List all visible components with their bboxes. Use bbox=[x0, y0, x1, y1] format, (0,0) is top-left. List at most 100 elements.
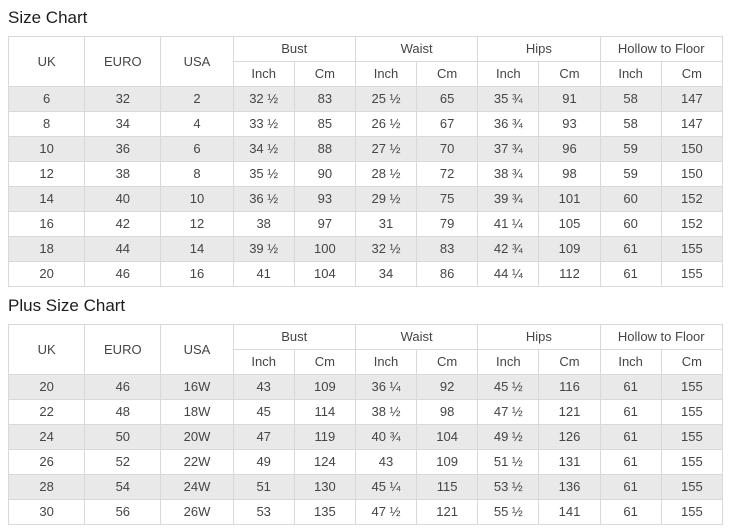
table-cell: 34 bbox=[84, 111, 162, 137]
table-cell: 61 bbox=[599, 374, 662, 400]
table-cell: 42 bbox=[84, 211, 162, 237]
table-cell: 16W bbox=[160, 374, 234, 400]
plus-size-chart-title: Plus Size Chart bbox=[8, 296, 126, 315]
table-cell: 49 ½ bbox=[477, 424, 540, 450]
table-cell: 97 bbox=[293, 211, 356, 237]
table-cell: 130 bbox=[293, 474, 356, 500]
table-cell: 112 bbox=[538, 261, 601, 287]
table-cell: 86 bbox=[416, 261, 479, 287]
table-cell: 61 bbox=[599, 236, 662, 262]
table-cell: 45 bbox=[232, 399, 295, 425]
header-waist: Waist bbox=[354, 36, 479, 62]
size-chart-table-header: UK EURO USA Bust Waist Hips Hollow to Fl… bbox=[7, 36, 724, 87]
table-row: 10 36 6 34 ½ 88 27 ½ 70 37 ¾ 96 59 150 bbox=[7, 136, 724, 162]
table-cell: 20 bbox=[7, 261, 86, 287]
table-cell: 92 bbox=[416, 374, 479, 400]
table-cell: 155 bbox=[660, 474, 724, 500]
table-cell: 109 bbox=[416, 449, 479, 475]
table-cell: 46 bbox=[84, 261, 162, 287]
table-cell: 55 ½ bbox=[477, 499, 540, 525]
table-row: 28 54 24W 51 130 45 ¼ 115 53 ½ 136 61 155 bbox=[7, 474, 724, 500]
header-hips-cm: Cm bbox=[538, 61, 601, 87]
plus-size-chart-table-header: UK EURO USA Bust Waist Hips Hollow to Fl… bbox=[7, 324, 724, 375]
header-hollow-cm: Cm bbox=[660, 349, 724, 375]
table-cell: 50 bbox=[84, 424, 162, 450]
table-row: 24 50 20W 47 119 40 ¾ 104 49 ½ 126 61 155 bbox=[7, 424, 724, 450]
table-cell: 56 bbox=[84, 499, 162, 525]
table-cell: 27 ½ bbox=[354, 136, 418, 162]
table-cell: 22 bbox=[7, 399, 86, 425]
table-cell: 51 bbox=[232, 474, 295, 500]
table-cell: 155 bbox=[660, 499, 724, 525]
table-cell: 116 bbox=[538, 374, 601, 400]
table-cell: 36 bbox=[84, 136, 162, 162]
table-cell: 49 bbox=[232, 449, 295, 475]
table-cell: 61 bbox=[599, 399, 662, 425]
table-cell: 155 bbox=[660, 424, 724, 450]
table-cell: 147 bbox=[660, 86, 724, 112]
header-bust-cm: Cm bbox=[293, 61, 356, 87]
table-cell: 44 bbox=[84, 236, 162, 262]
table-cell: 72 bbox=[416, 161, 479, 187]
table-row: 12 38 8 35 ½ 90 28 ½ 72 38 ¾ 98 59 150 bbox=[7, 161, 724, 187]
table-cell: 115 bbox=[416, 474, 479, 500]
table-cell: 98 bbox=[538, 161, 601, 187]
size-chart-table-body: 6 32 2 32 ½ 83 25 ½ 65 35 ¾ 91 58 147 8 34 4 33 ½ 85 26 … bbox=[7, 86, 724, 287]
table-cell: 14 bbox=[7, 186, 86, 212]
table-cell: 155 bbox=[660, 399, 724, 425]
table-cell: 29 ½ bbox=[354, 186, 418, 212]
table-cell: 2 bbox=[160, 86, 234, 112]
table-cell: 38 ½ bbox=[354, 399, 418, 425]
table-cell: 18 bbox=[7, 236, 86, 262]
table-cell: 37 ¾ bbox=[477, 136, 540, 162]
header-uk: UK bbox=[7, 324, 86, 375]
header-bust-inch: Inch bbox=[232, 61, 295, 87]
table-cell: 105 bbox=[538, 211, 601, 237]
table-cell: 100 bbox=[293, 236, 356, 262]
header-waist-inch: Inch bbox=[354, 61, 418, 87]
table-cell: 36 ½ bbox=[232, 186, 295, 212]
table-row: 20 46 16 41 104 34 86 44 ¼ 112 61 155 bbox=[7, 261, 724, 287]
table-cell: 109 bbox=[293, 374, 356, 400]
table-cell: 47 ½ bbox=[354, 499, 418, 525]
header-bust: Bust bbox=[232, 324, 356, 350]
table-cell: 61 bbox=[599, 499, 662, 525]
table-cell: 30 bbox=[7, 499, 86, 525]
table-cell: 43 bbox=[232, 374, 295, 400]
table-cell: 54 bbox=[84, 474, 162, 500]
table-cell: 39 ¾ bbox=[477, 186, 540, 212]
table-cell: 152 bbox=[660, 211, 724, 237]
table-cell: 79 bbox=[416, 211, 479, 237]
table-cell: 6 bbox=[7, 86, 86, 112]
table-cell: 91 bbox=[538, 86, 601, 112]
table-cell: 36 ¾ bbox=[477, 111, 540, 137]
table-cell: 104 bbox=[293, 261, 356, 287]
table-cell: 32 ½ bbox=[232, 86, 295, 112]
table-cell: 33 ½ bbox=[232, 111, 295, 137]
table-row: 20 46 16W 43 109 36 ¼ 92 45 ½ 116 61 155 bbox=[7, 374, 724, 400]
table-cell: 155 bbox=[660, 449, 724, 475]
table-cell: 52 bbox=[84, 449, 162, 475]
table-cell: 24W bbox=[160, 474, 234, 500]
table-cell: 67 bbox=[416, 111, 479, 137]
table-cell: 34 bbox=[354, 261, 418, 287]
table-cell: 47 bbox=[232, 424, 295, 450]
table-cell: 45 ¼ bbox=[354, 474, 418, 500]
table-cell: 104 bbox=[416, 424, 479, 450]
size-chart-title: Size Chart bbox=[8, 8, 88, 27]
table-cell: 12 bbox=[7, 161, 86, 187]
table-cell: 150 bbox=[660, 136, 724, 162]
header-hollow-to-floor: Hollow to Floor bbox=[599, 36, 724, 62]
table-cell: 109 bbox=[538, 236, 601, 262]
table-cell: 70 bbox=[416, 136, 479, 162]
table-cell: 93 bbox=[293, 186, 356, 212]
table-cell: 40 ¾ bbox=[354, 424, 418, 450]
table-cell: 65 bbox=[416, 86, 479, 112]
table-cell: 28 ½ bbox=[354, 161, 418, 187]
header-hollow-cm: Cm bbox=[660, 61, 724, 87]
table-cell: 34 ½ bbox=[232, 136, 295, 162]
table-cell: 131 bbox=[538, 449, 601, 475]
table-row: 22 48 18W 45 114 38 ½ 98 47 ½ 121 61 155 bbox=[7, 399, 724, 425]
table-cell: 155 bbox=[660, 374, 724, 400]
